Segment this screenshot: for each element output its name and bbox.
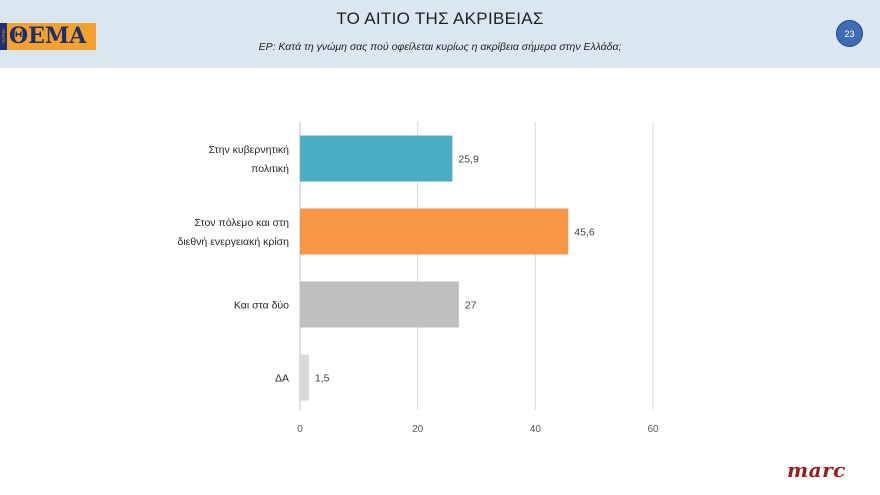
page-title: ΤΟ ΑΙΤΙΟ ΤΗΣ ΑΚΡΙΒΕΙΑΣ: [336, 9, 544, 28]
data-label: 45,6: [574, 227, 595, 239]
x-tick-label: 40: [530, 424, 542, 435]
data-label: 25,9: [458, 154, 479, 166]
bar: [300, 281, 459, 328]
theme-logo: ΠΡΩΤΟ ΘΕΜΑ: [0, 23, 96, 50]
bar: [300, 208, 569, 255]
category-label: Στον πόλεμο και στη διεθνή ενεργειακή κρί…: [177, 217, 289, 248]
logo-side-text: ΠΡΩΤΟ: [0, 23, 7, 50]
x-tick-label: 20: [412, 424, 424, 435]
bar: [300, 354, 309, 401]
x-tick-label: 0: [297, 424, 303, 435]
question-subtitle: ΕΡ: Κατά τη γνώμη σας πού οφείλεται κυρί…: [258, 41, 622, 53]
logo-text: ΘΕΜΑ: [9, 23, 87, 49]
page-number-badge: 23: [836, 20, 863, 47]
marc-brand-logo: marc: [787, 458, 846, 482]
data-label: 27: [465, 300, 477, 312]
category-label: Στην κυβερνητική πολιτική: [209, 144, 290, 175]
category-label: ΔΑ: [275, 373, 289, 385]
data-label: 1,5: [315, 373, 330, 385]
x-tick-label: 60: [647, 424, 659, 435]
header-band: ΠΡΩΤΟ ΘΕΜΑ ΤΟ ΑΙΤΙΟ ΤΗΣ ΑΚΡΙΒΕΙΑΣ ΕΡ: Κα…: [0, 0, 880, 68]
category-label: Και στα δύο: [234, 300, 289, 312]
bar: [300, 135, 453, 182]
